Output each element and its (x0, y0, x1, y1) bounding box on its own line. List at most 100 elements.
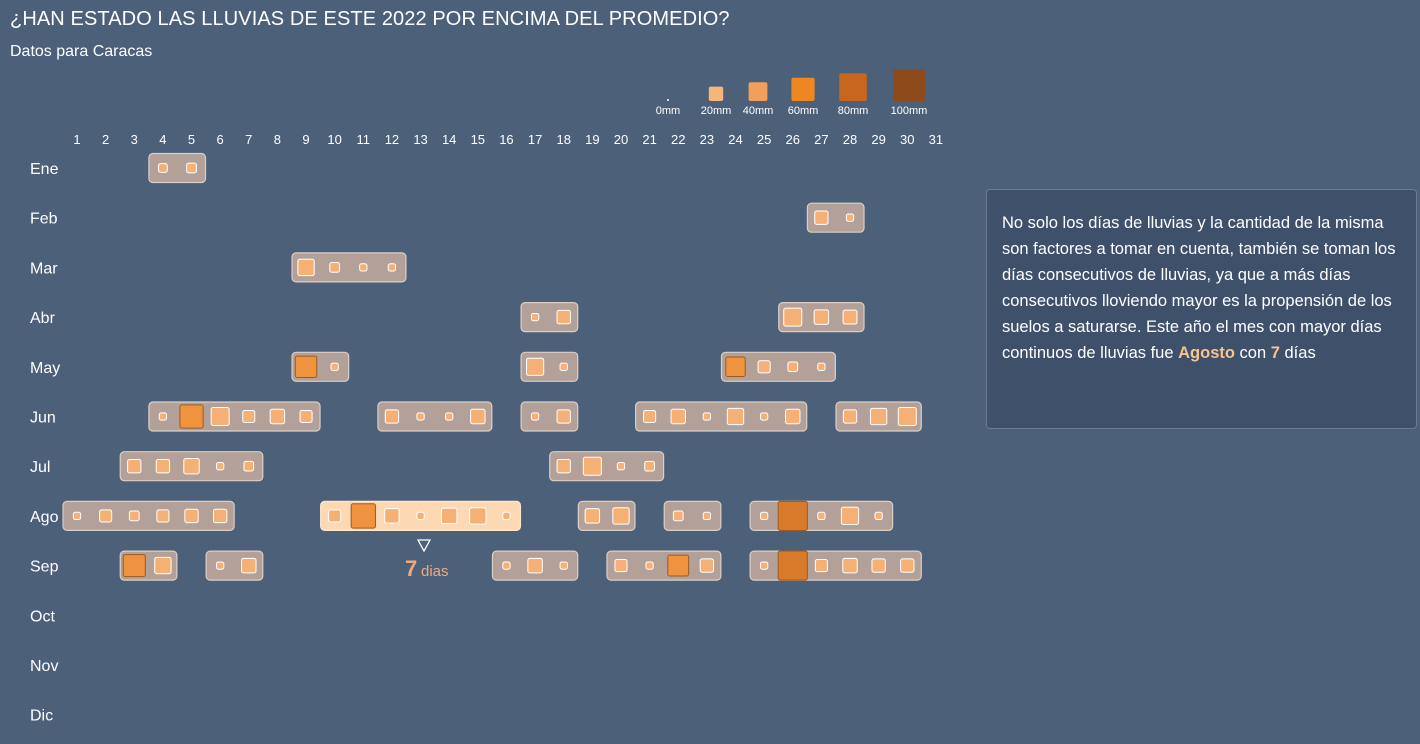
day-label: 31 (929, 132, 943, 147)
day-label: 6 (217, 132, 224, 147)
rain-day (469, 507, 487, 525)
legend-label: 40mm (743, 105, 774, 117)
month-label: Ene (30, 161, 59, 178)
rain-run (806, 202, 865, 233)
rain-run (148, 401, 321, 432)
legend-label: 80mm (838, 105, 869, 117)
month-label: Ago (30, 509, 59, 526)
rain-day (416, 412, 425, 421)
rain-day (582, 456, 602, 476)
legend-label: 60mm (788, 105, 819, 117)
rain-day (699, 558, 715, 573)
month-label: Jun (30, 410, 56, 427)
rain-run (520, 401, 579, 432)
day-label: 2 (102, 132, 109, 147)
day-label: 4 (159, 132, 166, 147)
rain-run (634, 401, 808, 432)
rain-day (842, 409, 858, 424)
rain-day (842, 309, 858, 325)
month-label: Abr (30, 310, 56, 327)
day-label: 17 (528, 132, 542, 147)
rain-day (817, 511, 826, 521)
rain-day (869, 407, 888, 426)
day-label: 14 (442, 132, 456, 147)
legend-swatch (839, 73, 867, 101)
legend-swatch (893, 69, 925, 101)
day-label: 10 (327, 132, 341, 147)
day-label: 21 (642, 132, 656, 147)
day-label: 22 (671, 132, 685, 147)
rain-day (670, 408, 686, 425)
rain-day (757, 360, 771, 374)
rain-day (242, 409, 256, 424)
day-label: 5 (188, 132, 195, 147)
rain-day (814, 559, 828, 573)
rain-day (328, 509, 342, 523)
rain-day (210, 406, 230, 427)
rain-day (122, 554, 146, 578)
rain-run (720, 351, 836, 382)
rain-day (897, 406, 917, 427)
rain-day (842, 557, 858, 574)
rain-day (556, 309, 571, 325)
legend: 0mm 20mm 40mm 60mm 80mm 100mm (656, 69, 927, 117)
rain-day (158, 163, 168, 173)
day-label: 28 (843, 132, 857, 147)
rain-run (749, 550, 922, 581)
day-label: 9 (302, 132, 309, 147)
rain-day (785, 408, 801, 425)
rain-day (243, 460, 255, 472)
rain-day (813, 309, 830, 325)
rain-day (614, 559, 628, 573)
rain-run (520, 302, 579, 333)
rain-day (440, 507, 458, 525)
chart-subtitle: Datos para Caracas (10, 43, 153, 60)
rain-day (384, 508, 400, 524)
day-label: 27 (814, 132, 828, 147)
rain-day (158, 412, 168, 421)
legend-swatch (667, 99, 669, 101)
rain-run (62, 500, 235, 531)
day-label: 8 (274, 132, 281, 147)
day-label: 12 (385, 132, 399, 147)
rain-day (99, 509, 113, 523)
rain-day (759, 511, 769, 521)
rain-run (148, 152, 207, 184)
rain-day (871, 558, 886, 573)
rain-day (269, 408, 286, 425)
day-label: 11 (357, 132, 371, 147)
rain-day (840, 506, 860, 525)
chart-title: ¿HAN ESTADO LAS LLUVIAS DE ESTE 2022 POR… (10, 8, 730, 30)
rain-day (817, 362, 826, 371)
rain-day (530, 412, 540, 421)
legend-label: 0mm (656, 105, 680, 117)
rain-day (759, 561, 769, 570)
rain-day (759, 412, 769, 421)
day-label: 3 (131, 132, 138, 147)
rain-day (525, 357, 545, 376)
month-label: Mar (30, 260, 58, 277)
day-label: 23 (700, 132, 714, 147)
day-label: 19 (585, 132, 599, 147)
rain-day (556, 459, 571, 474)
rain-day (643, 409, 657, 424)
rain-day (783, 307, 803, 327)
rain-calendar-chart: 0mm 20mm 40mm 60mm 80mm 100mm 1 2 3 4 5 6 7 8 9 10 11 12… (30, 69, 943, 725)
rain-day (350, 503, 376, 529)
rain-day (387, 263, 397, 272)
rain-day (297, 258, 315, 277)
month-axis: Ene Feb Mar Abr May Jun Jul Ago Sep Oct Nov Dic (30, 161, 60, 725)
note-highlight-month: Agosto (1178, 344, 1235, 362)
legend-swatch (791, 77, 815, 101)
rain-day (702, 412, 712, 421)
rain-day (616, 462, 626, 471)
rain-day (72, 511, 82, 521)
rain-run (291, 252, 407, 283)
day-label: 30 (900, 132, 914, 147)
rain-run (549, 451, 665, 482)
rain-day (154, 556, 172, 575)
month-label: May (30, 360, 60, 377)
rain-day (359, 263, 368, 272)
note-text-mid: con (1234, 344, 1271, 362)
month-label: Oct (30, 608, 55, 625)
